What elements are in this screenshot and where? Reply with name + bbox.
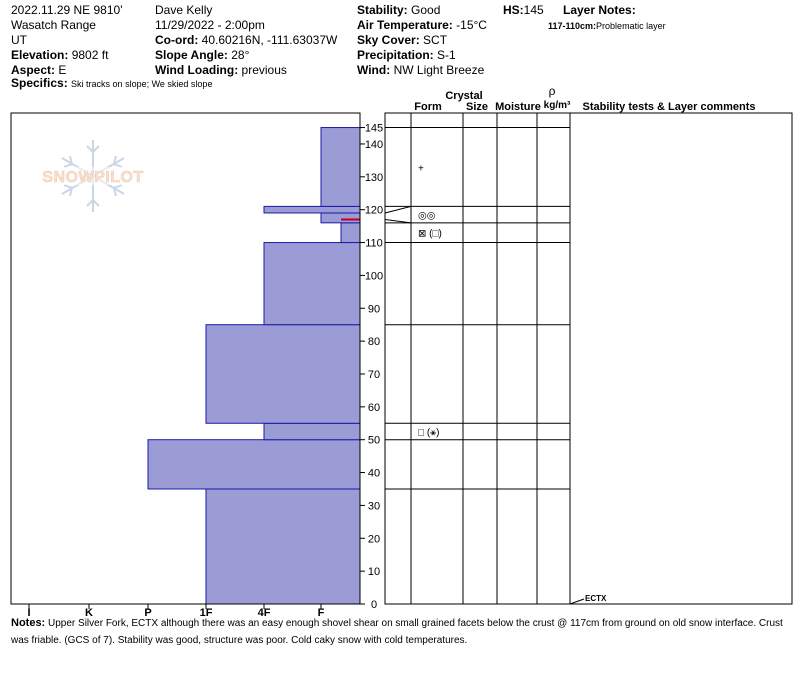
wind-loading-value: previous — [241, 63, 287, 77]
header-col-3: Stability: Good Air Temperature: -15°C S… — [357, 3, 487, 77]
hardness-bar-2 — [263, 422, 361, 441]
hardness-bar-8 — [320, 127, 361, 207]
observer: Dave Kelly — [155, 3, 213, 17]
crystal-table-frame — [384, 112, 793, 605]
height-label-130: 130 — [365, 172, 383, 184]
notes: Notes: Upper Silver Fork, ECTX although … — [11, 615, 796, 649]
layer-notes: Layer Notes: — [563, 3, 636, 17]
header-col-2: Dave Kelly 11/29/2022 - 2:00pm Co-ord: 4… — [155, 3, 337, 77]
col-stability: Stability tests & Layer comments — [582, 101, 755, 113]
layer-note-entry: 117-110cm:Problematic layer — [548, 19, 666, 33]
height-label-140: 140 — [365, 139, 383, 151]
aspect-value: E — [58, 63, 67, 77]
logo-text: SNOWPILOT — [42, 169, 143, 186]
notes-label: Notes: — [11, 617, 46, 629]
wind-value: NW Light Breeze — [393, 63, 485, 77]
hs-label: HS: — [503, 3, 524, 17]
layer-note-range: 117-110cm: — [548, 21, 597, 31]
height-label-90: 90 — [368, 303, 380, 315]
hardness-bar-6 — [320, 212, 361, 224]
height-label-100: 100 — [365, 270, 383, 282]
wind-label: Wind: — [357, 63, 391, 77]
state: UT — [11, 33, 27, 47]
height-label-20: 20 — [368, 533, 380, 545]
layer-connector-0 — [384, 205, 412, 214]
stab-test-label-0: ECTX — [585, 594, 607, 603]
specifics: Specifics: Ski tracks on slope; We skied… — [11, 76, 212, 91]
layer-connector-1 — [384, 219, 412, 224]
specifics-value: Ski tracks on slope; We skied slope — [71, 79, 213, 89]
wind-loading-label: Wind Loading: — [155, 63, 239, 77]
layer-note-text: Problematic layer — [596, 21, 666, 31]
height-label-80: 80 — [368, 336, 380, 348]
height-label-50: 50 — [368, 435, 380, 447]
height-label-60: 60 — [368, 402, 380, 414]
height-label-110: 110 — [365, 238, 383, 250]
col-crystal: Crystal — [445, 90, 482, 102]
snowpilot-logo: SNOWPILOT — [35, 140, 153, 212]
height-label-145: 145 — [365, 123, 383, 135]
col-size: Size — [466, 101, 488, 113]
col-rho: ρ — [549, 84, 556, 98]
slope-value: 28° — [231, 48, 250, 62]
hardness-bar-7 — [263, 205, 361, 214]
col-form: Form — [414, 101, 442, 113]
hs: HS:145 — [503, 3, 544, 17]
hardness-label-P: P — [144, 607, 151, 619]
hardness-bar-1 — [147, 439, 361, 490]
air-temp-value: -15°C — [456, 18, 487, 32]
crystal-form-3: □ (⚹) — [418, 427, 439, 438]
hardness-label-K: K — [85, 607, 93, 619]
height-label-40: 40 — [368, 468, 380, 480]
sky-label: Sky Cover: — [357, 33, 420, 47]
range: Wasatch Range — [11, 18, 96, 32]
header-col-1: 2022.11.29 NE 9810' Wasatch Range UT Ele… — [11, 3, 123, 77]
height-label-10: 10 — [368, 566, 380, 578]
elevation-value: 9802 ft — [71, 48, 109, 62]
hardness-bar-5 — [340, 222, 361, 244]
precip-value: S-1 — [437, 48, 456, 62]
height-label-120: 120 — [365, 205, 383, 217]
col-moisture: Moisture — [495, 101, 541, 113]
date-location: 2022.11.29 NE 9810' — [11, 3, 123, 17]
hardness-bar-4 — [263, 242, 361, 326]
specifics-label: Specifics: — [11, 76, 68, 90]
hardness-label-1F: 1F — [200, 607, 213, 619]
hardness-label-4F: 4F — [258, 607, 271, 619]
slope-label: Slope Angle: — [155, 48, 228, 62]
stability-value: Good — [411, 3, 441, 17]
layer-notes-label: Layer Notes: — [563, 3, 636, 17]
stability-label: Stability: — [357, 3, 408, 17]
aspect-label: Aspect: — [11, 63, 56, 77]
precip-label: Precipitation: — [357, 48, 434, 62]
elevation-label: Elevation: — [11, 48, 69, 62]
crystal-form-0: ⊠ (□) — [418, 229, 442, 240]
notes-text: Upper Silver Fork, ECTX although there w… — [11, 618, 783, 646]
hardness-bar-0 — [205, 488, 361, 605]
height-label-30: 30 — [368, 500, 380, 512]
stab-test-line-0 — [569, 598, 585, 605]
hs-value: 145 — [523, 3, 544, 17]
hardness-bar-3 — [205, 324, 361, 424]
coord-value: 40.60216N, -111.63037W — [201, 33, 338, 47]
sky-value: SCT — [423, 33, 448, 47]
air-temp-label: Air Temperature: — [357, 18, 453, 32]
coord-label: Co-ord: — [155, 33, 199, 47]
height-label-70: 70 — [368, 369, 380, 381]
datetime: 11/29/2022 - 2:00pm — [155, 18, 265, 32]
hardness-chart-frame — [10, 112, 361, 605]
crystal-form-1: ◎◎ — [418, 211, 436, 222]
crystal-form-2: + — [418, 164, 424, 175]
col-density-unit: kg/m³ — [544, 100, 571, 111]
hardness-label-F: F — [318, 607, 325, 619]
height-label-0: 0 — [371, 599, 377, 611]
hardness-label-I: I — [27, 607, 30, 619]
